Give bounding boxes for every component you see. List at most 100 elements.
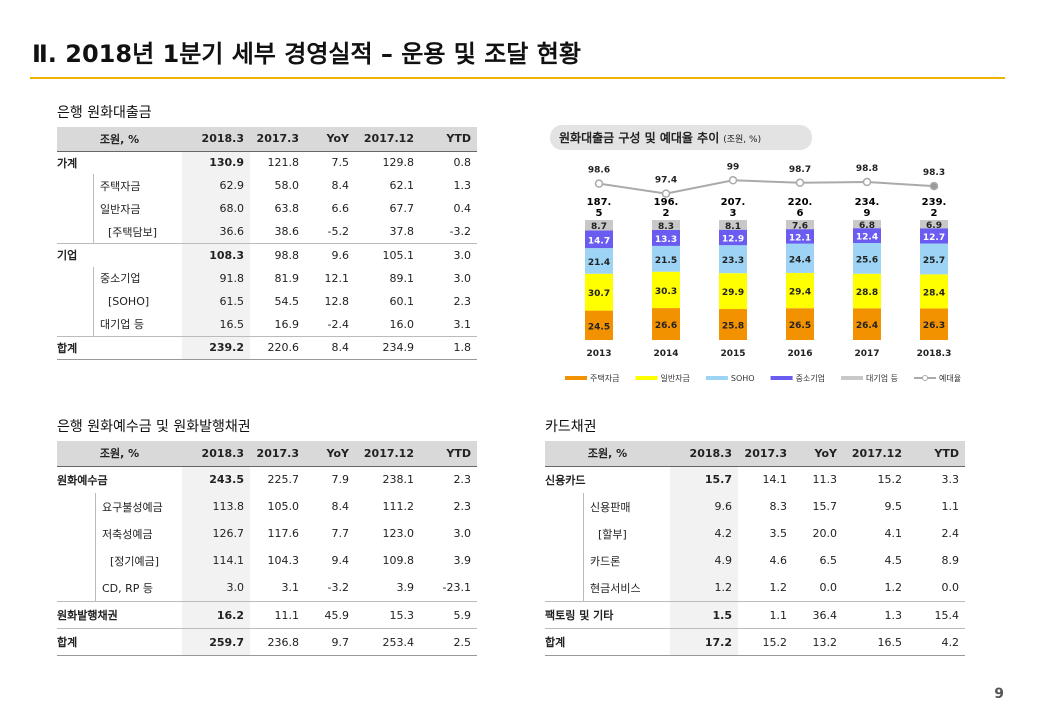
cell: 3.3	[908, 465, 965, 493]
cell: 5.9	[420, 601, 477, 629]
table-row: 원화발행채권 16.2 11.1 45.9 15.3 5.9	[57, 601, 477, 629]
cell: 7.9	[305, 465, 355, 493]
total-label-box: 234.9	[854, 197, 880, 219]
cell: 2.4	[941, 527, 960, 540]
x-tick-label: 2015	[720, 349, 745, 359]
cell: 8.4	[331, 179, 350, 192]
total-label-box: 187.5	[586, 197, 612, 219]
row-label: 카드론	[583, 547, 670, 574]
table-row: [할부] 4.2 3.5 20.0 4.1 2.4	[545, 520, 965, 547]
row-label-cell: [주택담보]	[57, 220, 182, 244]
bar-value-label: 25.7	[923, 256, 945, 266]
cell: 0.0	[819, 581, 838, 594]
line-point	[661, 189, 671, 198]
cell: 12.8	[324, 294, 350, 308]
bar-value-label: 12.1	[789, 233, 811, 243]
row-label: 주택자금	[93, 174, 182, 197]
cell: 2.3	[420, 465, 477, 493]
row-label: 합계	[57, 636, 78, 649]
cell: 13.2	[793, 628, 843, 656]
table-row: 일반자금 68.0 63.8 6.6 67.7 0.4	[57, 197, 477, 220]
row-label-cell: CD, RP 등	[57, 574, 182, 602]
cell: 259.7	[182, 628, 250, 656]
cell: 0.4	[453, 202, 472, 215]
cell: 7.5	[305, 150, 355, 174]
cell: 1.8	[420, 335, 477, 360]
row-label-cell: 팩토링 및 기타	[545, 601, 670, 629]
bar-value-label: 28.8	[856, 288, 878, 298]
column-header: 2017.12	[355, 127, 420, 152]
table-row: [정기예금] 114.1 104.3 9.4 109.8 3.9	[57, 547, 477, 574]
row-label-cell: 요구불성예금	[57, 493, 182, 520]
bar-segment	[585, 220, 613, 231]
cell: 16.0	[389, 317, 415, 331]
row-label-cell: 기업	[57, 243, 182, 267]
bar-segment	[853, 220, 881, 229]
bar-value-label: 26.6	[655, 321, 677, 331]
bar-value-label: 12.7	[923, 233, 945, 243]
bar-segment	[585, 310, 613, 340]
cell: -5.2	[327, 225, 349, 238]
bar-segment	[652, 308, 680, 340]
cell: 16.9	[274, 317, 300, 331]
cell: 15.7	[812, 500, 838, 513]
line	[598, 179, 935, 195]
legend-label: 대기업 등	[866, 374, 898, 383]
chart: 원화대출금 구성 및 예대율 추이 (조원, %) 24.5 30.7 21.4 14.7…	[550, 125, 961, 383]
bar-value-label: 6.8	[859, 221, 875, 231]
column-header: 2018.3	[182, 441, 250, 467]
header-row: 조원, % 2018.3 2017.3 YoY 2017.12 YTD	[57, 441, 477, 467]
page-number: 9	[994, 686, 1004, 702]
cell: 220.6	[250, 335, 305, 360]
bar-value-label: 24.5	[588, 322, 610, 332]
bar-value-label: 12.4	[856, 233, 878, 243]
cell: 3.5	[769, 527, 788, 540]
row-label: 팩토링 및 기타	[545, 609, 614, 622]
column-header: 2018.3	[182, 127, 250, 152]
line-value-label: 97.4	[655, 176, 677, 186]
cell: 6.5	[819, 554, 838, 567]
column-header: 2017.3	[250, 441, 305, 467]
row-label: 요구불성예금	[95, 493, 182, 520]
row-label-cell: 저축성예금	[57, 520, 182, 547]
cell: 111.2	[382, 500, 415, 513]
cell: -3.2	[449, 225, 471, 238]
bar-segment	[652, 245, 680, 272]
row-label-cell: 카드론	[545, 547, 670, 574]
cell: 4.2	[908, 628, 965, 656]
column-header: 2017.3	[250, 127, 305, 152]
row-label: [정기예금]	[95, 547, 182, 574]
total-label: 187.5	[586, 197, 612, 219]
bar-segment	[920, 274, 948, 309]
line-point	[594, 179, 604, 188]
row-label: 합계	[545, 636, 566, 649]
cell: 3.9	[396, 581, 415, 594]
row-label: 가계	[57, 156, 78, 170]
column-header: 2017.12	[843, 441, 908, 467]
line-point	[795, 178, 805, 188]
cell: 15.7	[670, 465, 738, 493]
section-title: 은행 원화대출금	[57, 105, 152, 121]
bar-segment	[786, 229, 814, 244]
bar-segment	[652, 271, 680, 309]
cell: -23.1	[442, 581, 471, 594]
cell: 6.6	[331, 202, 350, 215]
chart-unit: (조원, %)	[723, 134, 761, 145]
cell: 234.9	[355, 335, 420, 360]
table-row: [주택담보] 36.6 38.6 -5.2 37.8 -3.2	[57, 220, 477, 244]
cell: 1.2	[884, 581, 903, 594]
row-label-cell: 주택자금	[57, 174, 182, 197]
bar-value-label: 25.6	[856, 255, 878, 265]
cell: 61.5	[182, 289, 250, 313]
row-label-cell: 합계	[545, 628, 670, 656]
total-label: 220.6	[787, 197, 813, 219]
row-label-cell: 신용카드	[545, 465, 670, 493]
bar-value-label: 29.9	[722, 288, 744, 298]
bar-value-label: 26.5	[789, 321, 811, 331]
total-label: 234.9	[854, 197, 880, 219]
cell: 236.8	[250, 628, 305, 656]
cell: 238.1	[355, 465, 420, 493]
cell: 0.0	[941, 581, 960, 594]
cell: 62.9	[182, 174, 250, 197]
row-label-cell: 일반자금	[57, 197, 182, 220]
